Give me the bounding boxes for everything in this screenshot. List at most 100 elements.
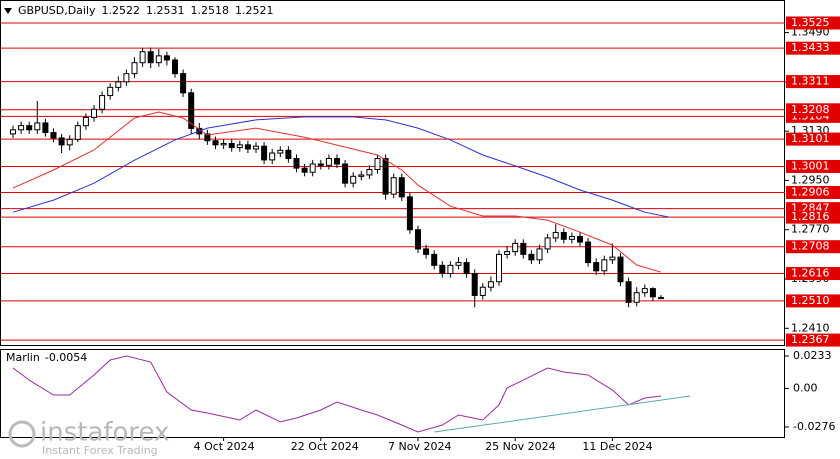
x-tick-label: 22 Oct 2024 — [291, 440, 359, 453]
candle-body — [447, 264, 454, 275]
candle-body — [285, 149, 292, 160]
candle-body — [147, 51, 154, 64]
candle-body — [439, 264, 446, 275]
level-label: 1.3525 — [791, 16, 830, 29]
candle-body — [99, 95, 106, 110]
x-tick-label: 7 Nov 2024 — [388, 440, 451, 453]
header-value: 1.2522 — [102, 4, 141, 17]
candle-body — [455, 262, 462, 266]
candle-body — [139, 51, 146, 64]
y-tick-label: 1.2950 — [791, 173, 830, 186]
candle-body — [236, 144, 243, 149]
level-label-bg — [786, 185, 840, 199]
candle-body — [131, 62, 138, 75]
candle-body — [415, 229, 421, 250]
x-tick-label: 4 Oct 2024 — [194, 440, 255, 453]
candle-body — [309, 163, 316, 173]
candle-body — [358, 174, 365, 177]
level-label: 1.2906 — [791, 185, 830, 198]
candle-body — [253, 145, 259, 150]
candle-body — [115, 81, 122, 88]
level-label-bg — [786, 294, 840, 308]
candle-body — [552, 231, 559, 239]
candle-body — [26, 125, 33, 131]
level-label-bg — [786, 333, 840, 347]
header-value: 1.2521 — [235, 4, 274, 17]
candle-body — [398, 177, 405, 198]
oscillator-trend — [434, 395, 691, 433]
candle-body — [107, 86, 114, 97]
level-label-bg — [786, 267, 840, 281]
candle-body — [560, 231, 567, 240]
candle-body — [641, 288, 648, 294]
watermark: instaforex Instant Forex Trading — [8, 418, 169, 457]
candle-body — [18, 125, 25, 131]
watermark-tagline: Instant Forex Trading — [42, 444, 158, 457]
oscillator-name: Marlin — [6, 351, 40, 364]
candle-body — [633, 292, 640, 303]
candle-body — [585, 241, 592, 264]
osc-tick-label: 0.0233 — [793, 349, 832, 362]
level-label-bg — [786, 132, 840, 146]
candle-body — [317, 163, 324, 166]
oscillator-pane-frame — [0, 349, 785, 438]
candle-body — [244, 144, 251, 150]
level-label: 1.3433 — [791, 41, 830, 54]
level-label: 1.2816 — [791, 210, 830, 223]
candle-body — [91, 108, 97, 118]
oscillator-line — [12, 355, 662, 433]
candle-body — [220, 142, 227, 146]
candle-body — [536, 248, 543, 261]
candle-body — [301, 167, 308, 173]
candle-body — [188, 92, 195, 129]
candle-body — [463, 262, 470, 275]
candle-body — [155, 55, 162, 64]
candle-body — [58, 137, 65, 146]
oscillator-value: -0.0054 — [45, 351, 87, 364]
candle-body — [228, 142, 235, 149]
candle-body — [471, 273, 478, 296]
candle-body — [649, 288, 656, 298]
candle-body — [609, 256, 616, 261]
level-label-bg — [786, 16, 840, 30]
header-value: 1.2531 — [146, 4, 185, 17]
osc-tick-label: -0.0276 — [793, 420, 835, 433]
candle-body — [496, 253, 502, 283]
candle-body — [431, 253, 438, 266]
osc-tick-label: 0.00 — [793, 381, 818, 394]
candle-body — [601, 259, 608, 272]
candle-body — [504, 251, 511, 255]
candle-body — [293, 158, 300, 169]
symbol: GBPUSD,Daily — [18, 4, 96, 17]
candle-body — [577, 236, 583, 243]
chart-header: GBPUSD,Daily 1.2522 1.2531 1.2518 1.2521 — [18, 4, 274, 17]
candle-body — [479, 286, 486, 296]
menu-triangle[interactable] — [4, 8, 12, 14]
candle-body — [261, 145, 268, 161]
level-label-bg — [786, 41, 840, 55]
candle-body — [42, 122, 49, 134]
candle-body — [66, 138, 73, 146]
candle-body — [366, 168, 373, 176]
candle-body — [544, 237, 551, 250]
candle-body — [625, 281, 632, 303]
candle-body — [74, 125, 81, 140]
candle-body — [487, 281, 494, 288]
level-label: 1.2708 — [791, 240, 830, 253]
level-label: 1.2367 — [791, 333, 830, 346]
candle-body — [350, 175, 357, 184]
candle-body — [325, 158, 332, 166]
level-label-bg — [786, 75, 840, 89]
level-label: 1.2616 — [791, 267, 830, 280]
candle-body — [593, 262, 600, 272]
level-label-bg — [786, 103, 840, 117]
level-label-bg — [786, 240, 840, 254]
x-tick-label: 25 Nov 2024 — [485, 440, 555, 453]
level-label: 1.2510 — [791, 294, 830, 307]
ma-fast — [12, 111, 662, 273]
level-label-bg — [786, 210, 840, 224]
candle-body — [123, 73, 130, 83]
level-label: 1.3208 — [791, 103, 830, 116]
ma-slow — [12, 116, 670, 218]
